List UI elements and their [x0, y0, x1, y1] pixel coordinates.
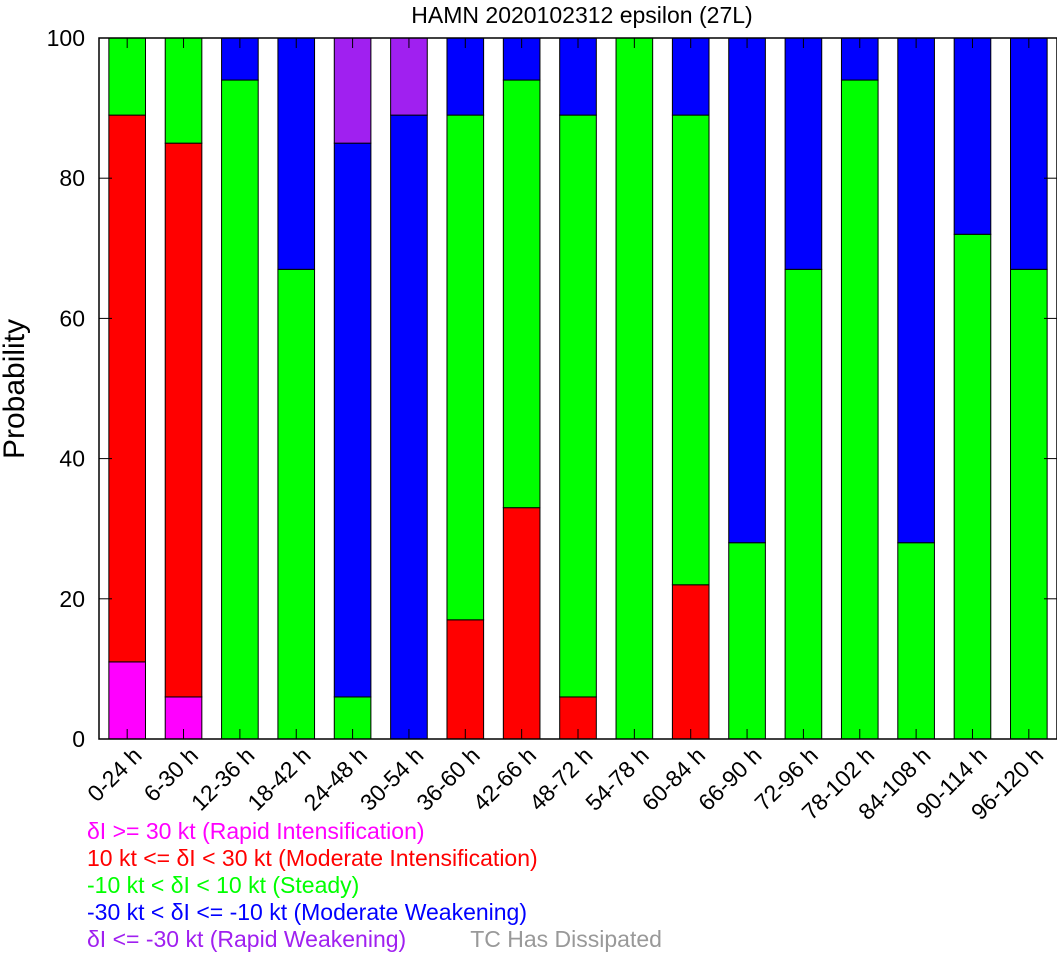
bar-segment	[333, 37, 372, 144]
legend-entry-rapid-intensification: δI >= 30 kt (Rapid Intensification)	[87, 818, 1047, 845]
bar-segment	[671, 114, 710, 586]
y-tick-label: 40	[59, 446, 85, 472]
bars-layer	[108, 37, 1048, 740]
chart-title: HAMN 2020102312 epsilon (27L)	[411, 2, 752, 28]
legend-entry-rapid-weakening: δI <= -30 kt (Rapid Weakening) TC Has Di…	[87, 926, 1047, 953]
legend-label: δI >= 30 kt (Rapid Intensification)	[87, 818, 425, 844]
bar-segment	[502, 37, 541, 81]
bar-segment	[390, 114, 428, 740]
bar-segment	[333, 142, 372, 698]
y-axis-label: Probability	[0, 319, 31, 459]
bar-segment	[1010, 37, 1048, 270]
legend: δI >= 30 kt (Rapid Intensification) 10 k…	[87, 818, 1047, 953]
bar-segment	[897, 37, 935, 544]
y-tick-label: 80	[59, 165, 85, 191]
bar-segment	[108, 661, 146, 740]
x-tick-labels: 0-24 h6-30 h12-36 h18-42 h24-48 h30-54 h…	[82, 742, 1048, 825]
bar-segment	[277, 37, 316, 270]
legend-label: δI <= -30 kt (Rapid Weakening)	[87, 926, 407, 952]
bar-segment	[840, 79, 879, 740]
y-tick-label: 100	[47, 25, 85, 51]
bar-segment	[390, 37, 428, 116]
y-tick-label: 60	[59, 305, 85, 331]
bar-segment	[615, 37, 654, 740]
legend-label: -30 kt < δI <= -10 kt (Moderate Weakenin…	[87, 899, 528, 925]
legend-entry-steady: -10 kt < δI < 10 kt (Steady)	[87, 872, 1047, 899]
bar-segment	[784, 268, 823, 740]
bar-segment	[728, 37, 766, 544]
legend-label: 10 kt <= δI < 30 kt (Moderate Intensific…	[87, 845, 538, 871]
bar-segment	[897, 542, 935, 740]
bar-segment	[221, 79, 259, 740]
legend-label: -10 kt < δI < 10 kt (Steady)	[87, 872, 360, 898]
bar-segment	[559, 37, 597, 116]
bar-segment	[277, 268, 316, 740]
bar-segment	[502, 79, 541, 509]
plot-frame	[98, 37, 1057, 740]
bar-segment	[446, 619, 485, 740]
y-tick-labels: 0 20 40 60 80 100	[47, 25, 85, 752]
axes-layer	[98, 37, 1057, 740]
bar-segment	[728, 542, 766, 740]
bar-segment	[784, 37, 823, 270]
legend-entry-moderate-weakening: -30 kt < δI <= -10 kt (Moderate Weakenin…	[87, 899, 1047, 926]
bar-segment	[108, 37, 146, 116]
bar-segment	[1010, 268, 1048, 740]
legend-entry-moderate-intensification: 10 kt <= δI < 30 kt (Moderate Intensific…	[87, 845, 1047, 872]
bar-segment	[559, 114, 597, 698]
y-tick-label: 20	[59, 586, 85, 612]
bar-segment	[671, 37, 710, 116]
bar-segment	[446, 114, 485, 621]
bar-segment	[502, 507, 541, 740]
x-tick-label: 0-24 h	[82, 742, 147, 807]
bar-segment	[953, 233, 992, 740]
bar-segment	[446, 37, 485, 116]
legend-label-tc-dissipated: TC Has Dissipated	[470, 926, 662, 952]
bar-segment	[671, 584, 710, 740]
bar-segment	[164, 142, 203, 698]
bar-segment	[108, 114, 146, 663]
bar-segment	[164, 37, 203, 144]
y-tick-label: 0	[72, 726, 85, 752]
bar-segment	[953, 37, 992, 235]
